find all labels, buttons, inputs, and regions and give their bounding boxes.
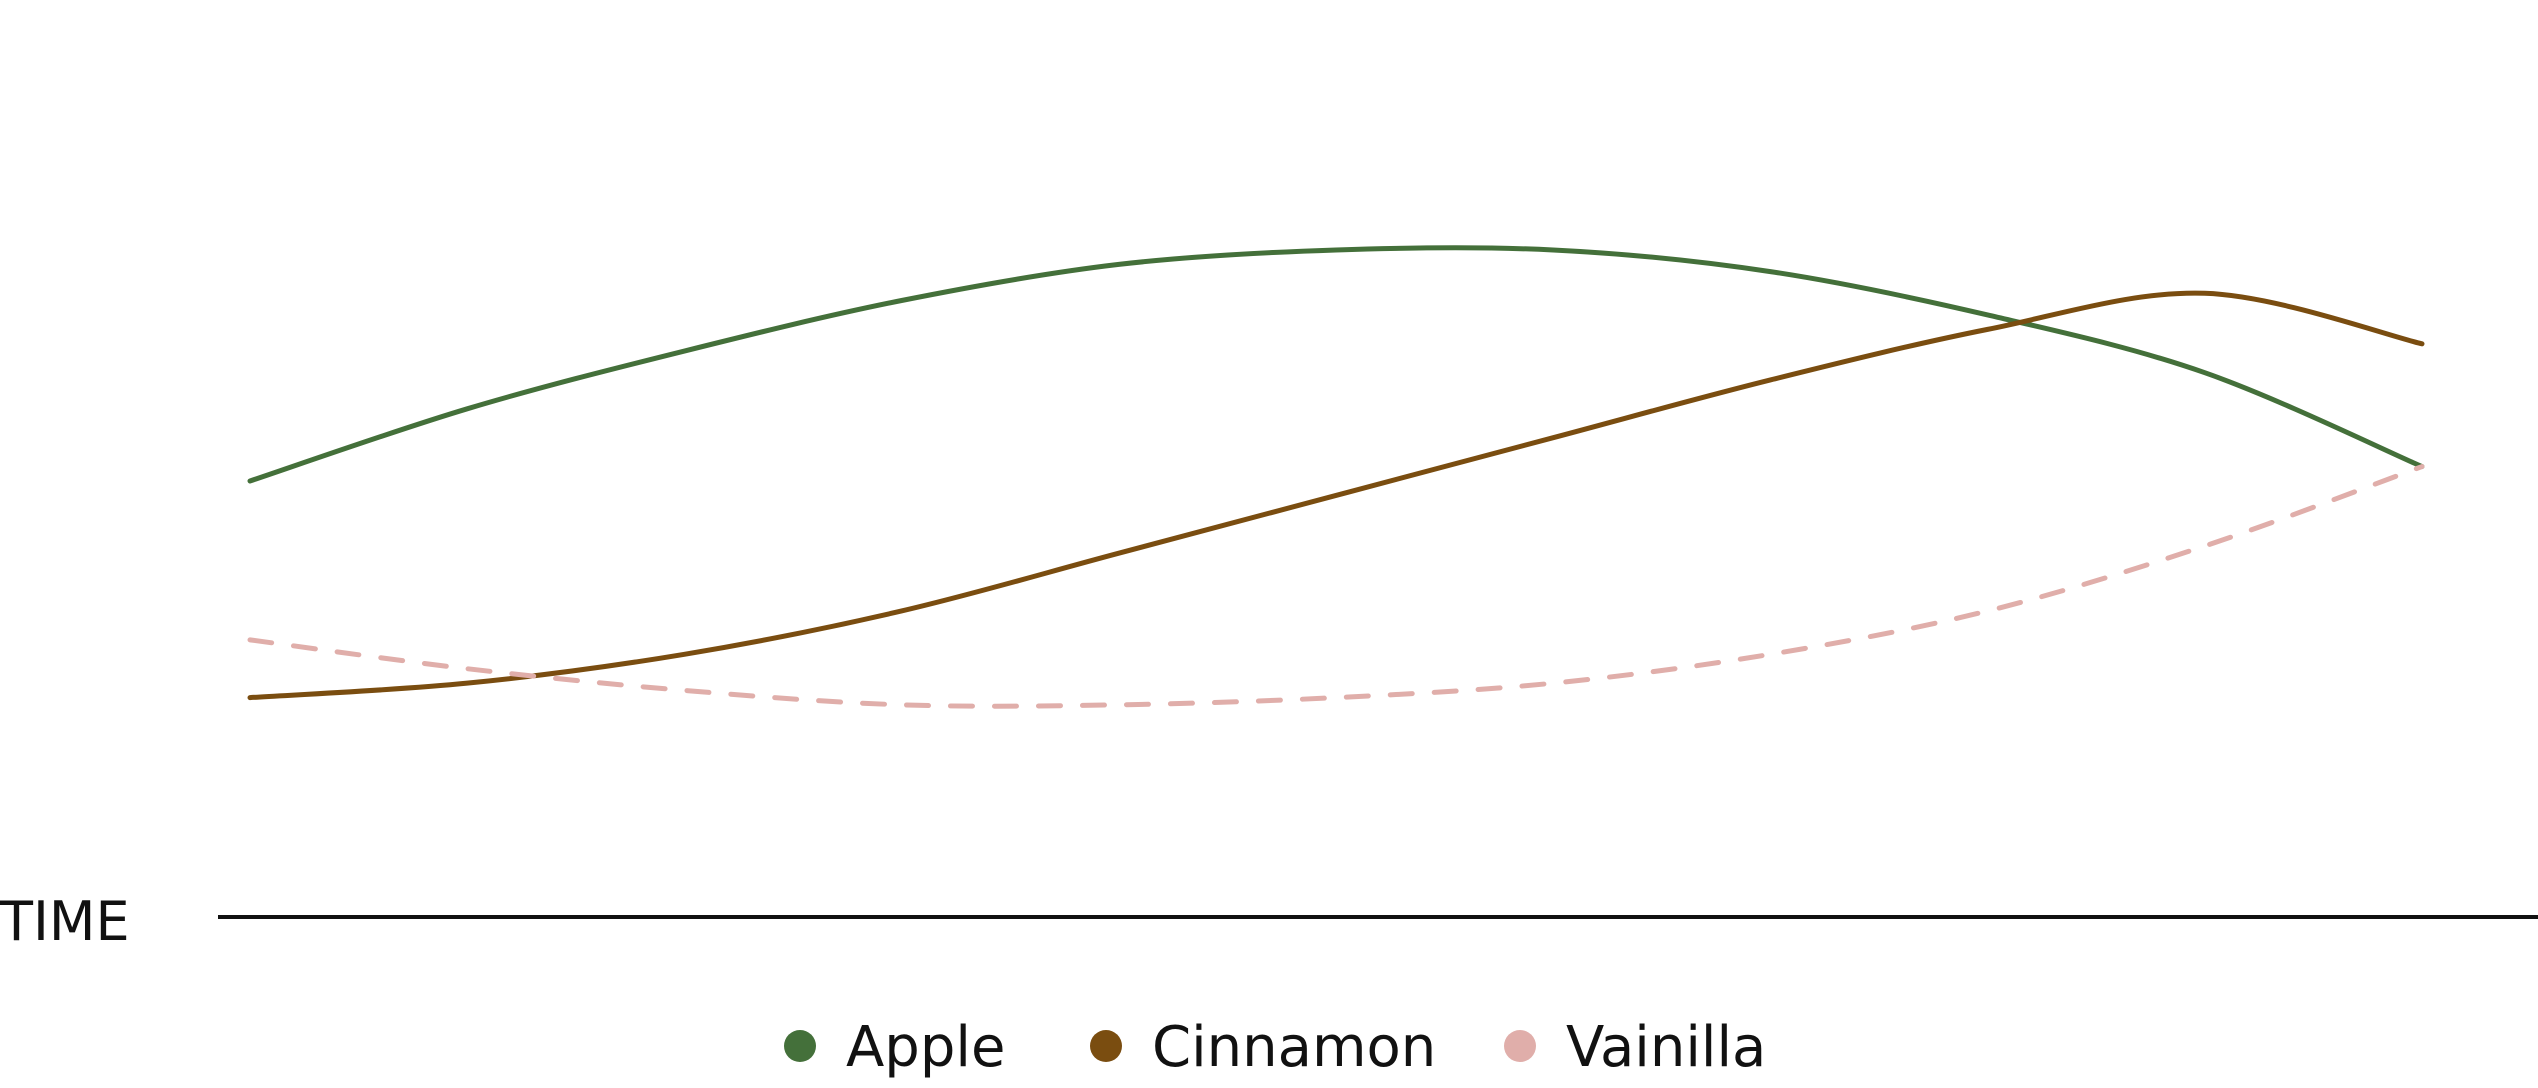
legend-item-vainilla: Vainilla	[1504, 1015, 1766, 1080]
series-layer	[247, 245, 2425, 709]
series-line-vainilla	[247, 464, 2425, 709]
legend-marker-cinnamon	[1090, 1030, 1122, 1062]
series-line-cinnamon	[247, 290, 2425, 701]
legend-item-cinnamon: Cinnamon	[1090, 1015, 1436, 1080]
series-line-apple	[247, 245, 2425, 484]
legend-label-apple: Apple	[846, 1015, 1005, 1080]
legend: Apple Cinnamon Vainilla	[784, 1015, 1766, 1080]
legend-marker-vainilla	[1504, 1030, 1536, 1062]
legend-marker-apple	[784, 1030, 816, 1062]
legend-label-cinnamon: Cinnamon	[1152, 1015, 1436, 1080]
x-axis-title: TIME	[0, 890, 130, 953]
legend-item-apple: Apple	[784, 1015, 1005, 1080]
legend-label-vainilla: Vainilla	[1566, 1015, 1766, 1080]
